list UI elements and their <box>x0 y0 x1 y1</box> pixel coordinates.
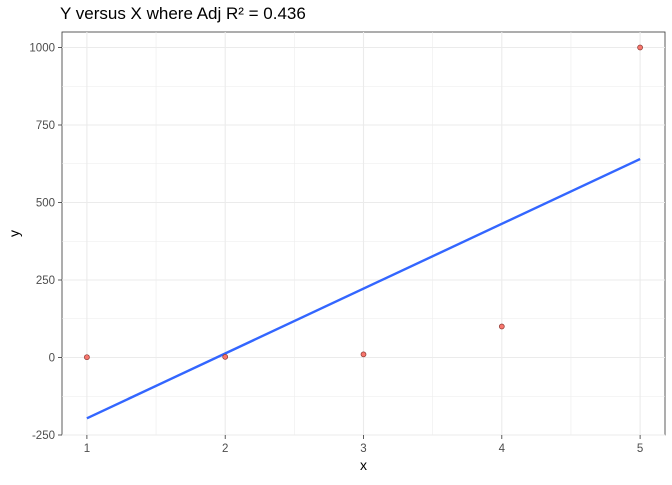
data-point <box>498 323 505 330</box>
data-point <box>360 351 367 358</box>
regression-line-layer <box>86 157 641 420</box>
y-tick-label: 0 <box>49 353 55 365</box>
regression-line <box>86 157 641 420</box>
major-gridlines <box>62 32 665 436</box>
data-points <box>84 44 643 361</box>
y-axis-title: y <box>6 230 22 237</box>
x-tick-label: 5 <box>637 443 643 455</box>
y-tick-label: 500 <box>36 198 55 210</box>
x-tick-label: 2 <box>222 443 228 455</box>
y-tick-label: 250 <box>36 275 55 287</box>
x-axis-title: x <box>360 457 367 473</box>
y-tick-label: 1000 <box>29 43 55 55</box>
x-tick-label: 3 <box>360 443 366 455</box>
data-point <box>637 44 643 51</box>
data-point <box>222 354 229 360</box>
x-axis-ticks: 1 2 3 4 5 <box>84 435 643 455</box>
x-tick-label: 4 <box>499 443 506 455</box>
y-tick-label: 750 <box>36 120 55 132</box>
data-point <box>84 354 90 361</box>
x-tick-label: 1 <box>84 443 90 455</box>
y-tick-label: -250 <box>32 430 55 442</box>
y-axis-ticks: -250 0 250 500 750 1000 <box>29 43 62 442</box>
chart-title: Y versus X where Adj R² = 0.436 <box>60 4 306 23</box>
